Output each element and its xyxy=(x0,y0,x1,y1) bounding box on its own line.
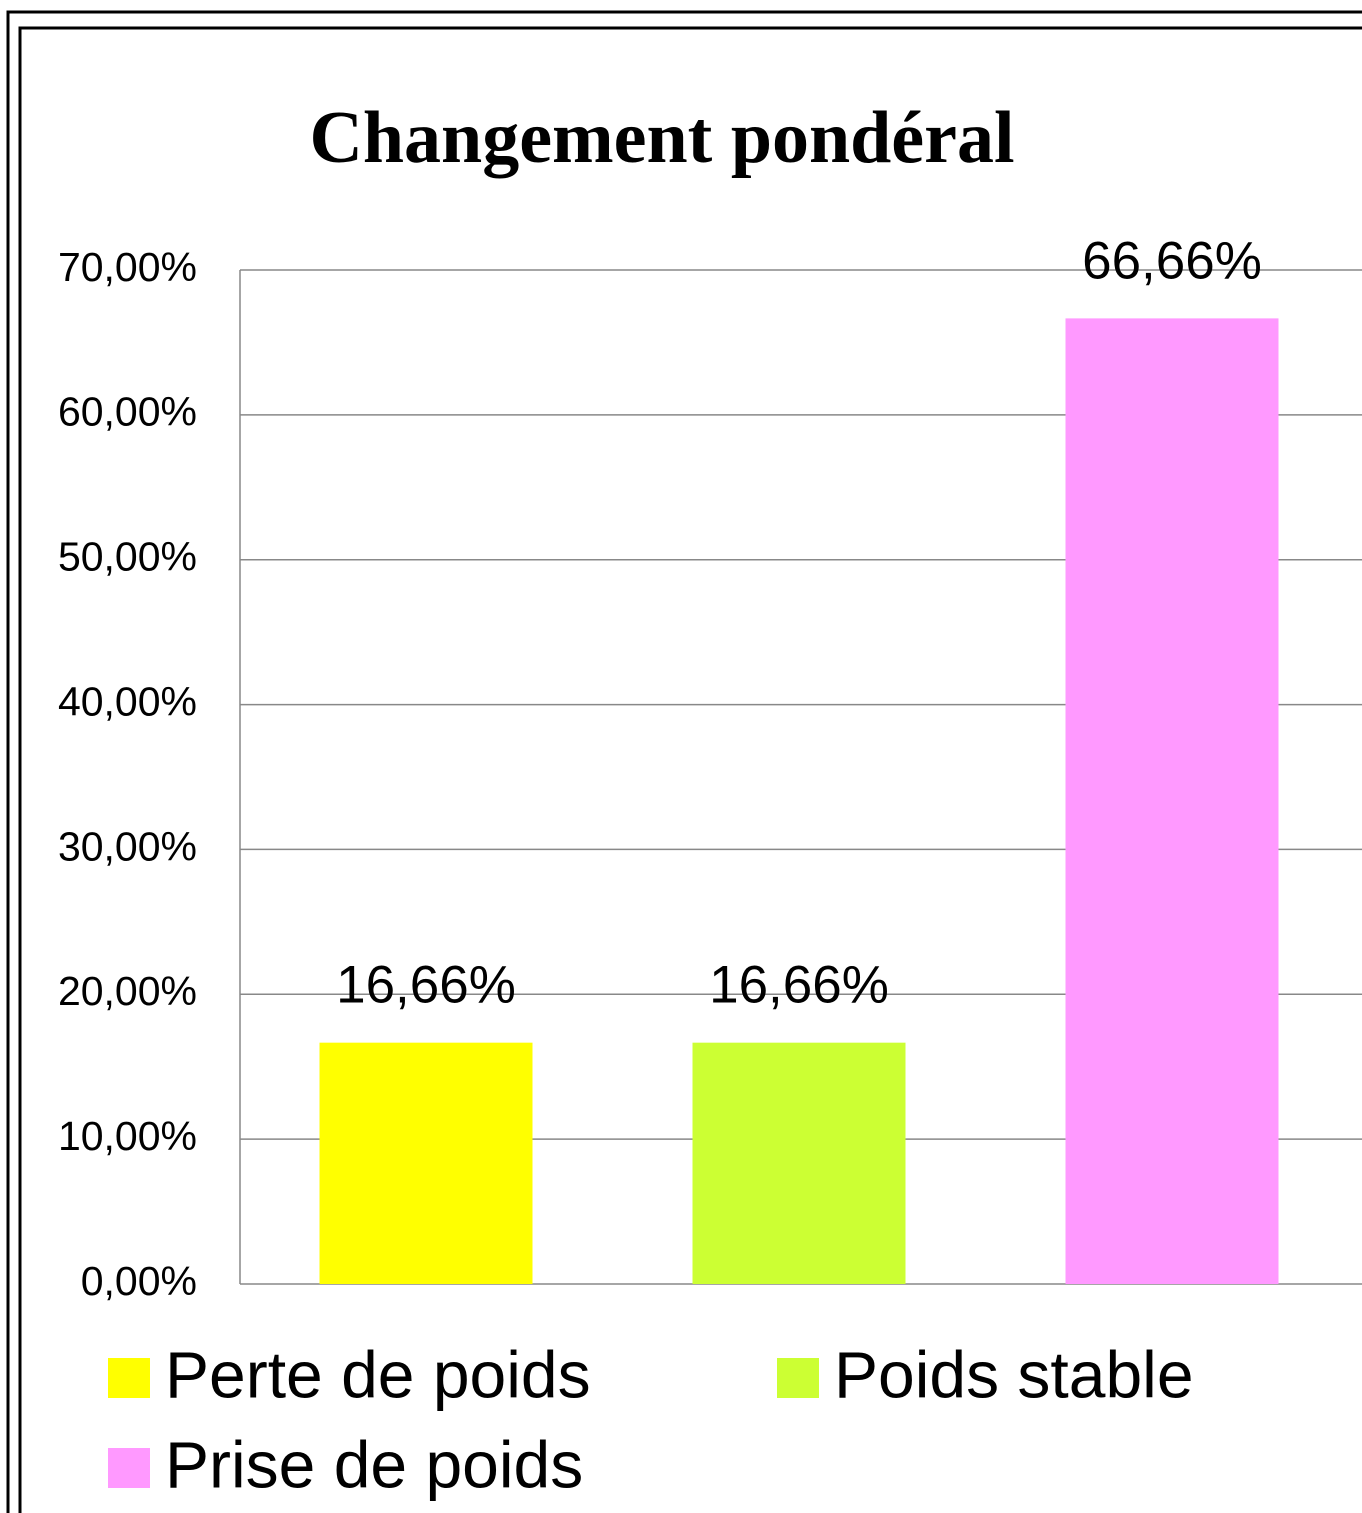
y-tick-label: 70,00% xyxy=(58,244,197,290)
legend-swatch xyxy=(777,1358,819,1398)
frame-inner xyxy=(18,26,1362,1513)
y-tick-label: 40,00% xyxy=(58,678,197,724)
value-label: 66,66% xyxy=(1082,231,1262,290)
y-tick-label: 20,00% xyxy=(58,968,197,1014)
value-label: 16,66% xyxy=(336,956,516,1015)
bar xyxy=(319,1042,533,1284)
bar xyxy=(692,1042,906,1284)
legend-swatch xyxy=(108,1358,150,1398)
y-tick-label: 60,00% xyxy=(58,389,197,435)
y-tick-label: 0,00% xyxy=(81,1258,197,1304)
legend-swatch xyxy=(108,1448,150,1488)
bar xyxy=(1065,318,1279,1284)
y-tick-label: 50,00% xyxy=(58,534,197,580)
legend-label: Prise de poids xyxy=(165,1427,583,1501)
y-tick-label: 10,00% xyxy=(58,1113,197,1159)
y-tick-label: 30,00% xyxy=(58,823,197,869)
legend-label: Poids stable xyxy=(834,1337,1194,1411)
frame-outer xyxy=(6,10,1362,1513)
legend-label: Perte de poids xyxy=(165,1337,591,1411)
value-label: 16,66% xyxy=(709,956,889,1015)
chart-title: Changement pondéral xyxy=(309,97,1014,179)
